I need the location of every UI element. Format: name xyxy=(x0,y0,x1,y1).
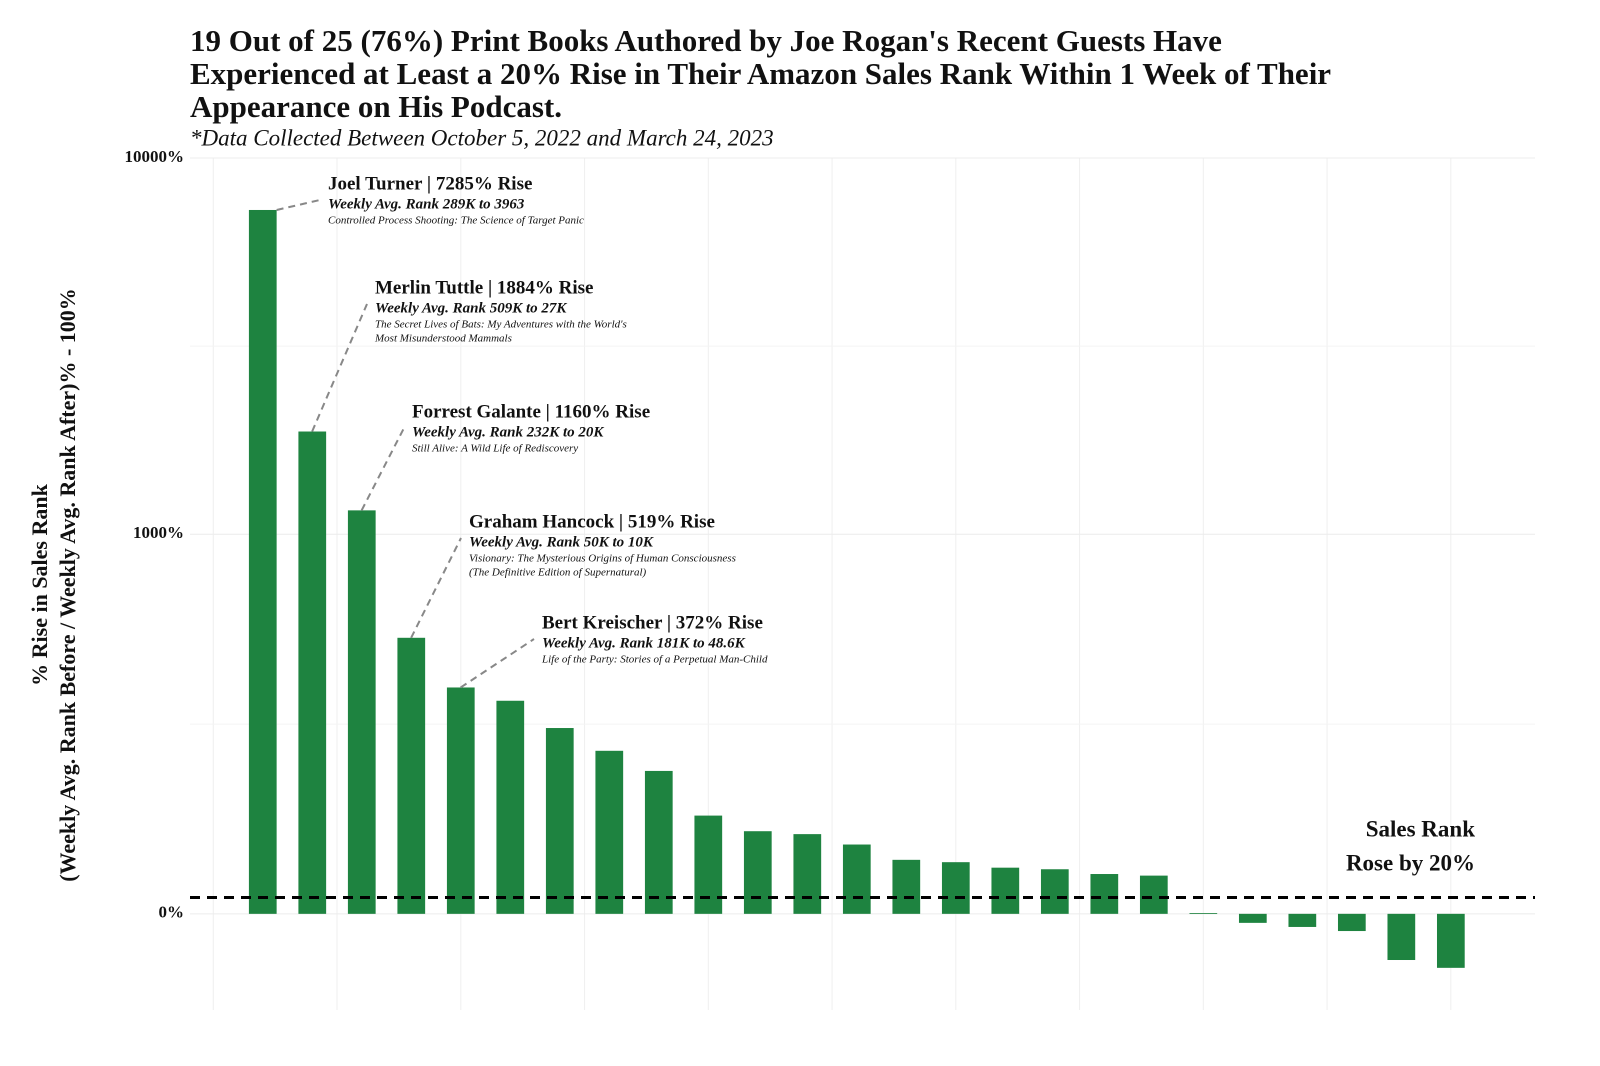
reference-label: Sales Rank xyxy=(1366,816,1475,841)
bar xyxy=(446,687,475,914)
annotation-rank: Weekly Avg. Rank 181K to 48.6K xyxy=(542,635,746,651)
bar xyxy=(1040,869,1069,914)
bar xyxy=(545,728,574,914)
bar xyxy=(248,209,277,914)
annotation-rank: Weekly Avg. Rank 50K to 10K xyxy=(469,534,654,550)
annotation-name: Merlin Tuttle | 1884% Rise xyxy=(375,277,593,298)
bar xyxy=(1337,913,1366,932)
bar xyxy=(644,770,673,914)
y-axis-label: % Rise in Sales Rank xyxy=(27,483,52,685)
annotation-leader xyxy=(311,303,368,432)
y-tick-label: 0% xyxy=(159,903,185,922)
annotation-book: The Secret Lives of Bats: My Adventures … xyxy=(375,319,627,331)
bar xyxy=(1288,913,1317,927)
bar xyxy=(694,815,723,914)
bar xyxy=(991,867,1020,914)
bar xyxy=(1436,913,1465,968)
annotation-book: Most Misunderstood Mammals xyxy=(374,333,512,345)
annotation-name: Bert Kreischer | 372% Rise xyxy=(542,612,763,633)
bar xyxy=(793,834,822,914)
annotation-name: Graham Hancock | 519% Rise xyxy=(469,511,715,532)
annotation-book: (The Definitive Edition of Supernatural) xyxy=(469,567,647,579)
y-axis-label: (Weekly Avg. Rank Before / Weekly Avg. R… xyxy=(55,288,80,882)
annotation-rank: Weekly Avg. Rank 289K to 3963 xyxy=(328,196,525,212)
y-tick-label: 10000% xyxy=(125,147,185,166)
annotation-name: Joel Turner | 7285% Rise xyxy=(328,173,532,194)
bar xyxy=(743,831,772,914)
bar xyxy=(496,700,525,914)
annotation-book: Still Alive: A Wild Life of Rediscovery xyxy=(412,443,578,455)
chart-title: Appearance on His Podcast. xyxy=(190,89,562,124)
bar xyxy=(397,637,426,914)
bar xyxy=(1139,875,1168,914)
annotation-book: Controlled Process Shooting: The Science… xyxy=(328,215,584,227)
chart-title: 19 Out of 25 (76%) Print Books Authored … xyxy=(190,23,1222,58)
bar xyxy=(1090,874,1119,914)
annotation-leader xyxy=(276,199,321,211)
bar xyxy=(1387,913,1416,961)
annotation-leader xyxy=(360,427,405,511)
bar xyxy=(298,431,327,914)
chart-subtitle: *Data Collected Between October 5, 2022 … xyxy=(190,125,774,150)
annotation-leader xyxy=(460,638,535,689)
bar xyxy=(892,859,921,914)
bar xyxy=(1238,913,1267,923)
annotation-book: Life of the Party: Stories of a Perpetua… xyxy=(541,654,768,666)
y-tick-label: 1000% xyxy=(133,523,184,542)
bar xyxy=(1189,913,1218,914)
annotation-leader xyxy=(410,537,462,639)
bar xyxy=(595,750,624,914)
annotation-name: Forrest Galante | 1160% Rise xyxy=(412,401,650,422)
bar xyxy=(842,844,871,914)
bar xyxy=(941,862,970,914)
annotation-rank: Weekly Avg. Rank 509K to 27K xyxy=(375,300,567,316)
annotation-book: Visionary: The Mysterious Origins of Hum… xyxy=(469,553,736,565)
reference-label: Rose by 20% xyxy=(1346,850,1475,875)
chart-title: Experienced at Least a 20% Rise in Their… xyxy=(190,56,1331,91)
bar xyxy=(347,510,376,914)
annotation-rank: Weekly Avg. Rank 232K to 20K xyxy=(412,424,604,440)
